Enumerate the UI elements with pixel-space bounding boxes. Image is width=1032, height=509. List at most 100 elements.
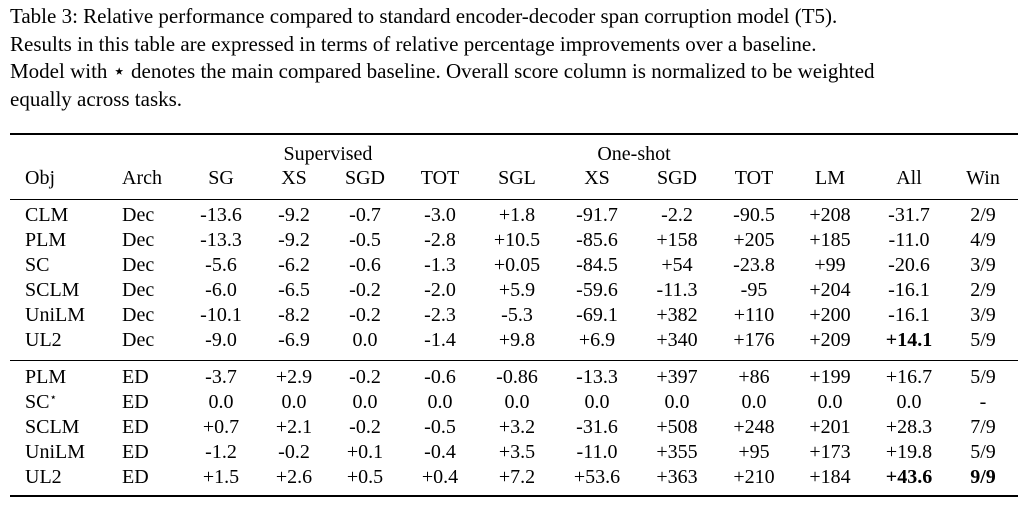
obj-name: SCLM [25, 416, 80, 438]
group-header-one-shot: One-shot [597, 143, 671, 165]
table-cell: +3.5 [498, 441, 536, 463]
table-cell: +2.1 [275, 416, 313, 438]
table-cell: +6.9 [578, 329, 616, 351]
table-cell: -90.5 [733, 204, 775, 226]
table-cell: +201 [809, 416, 851, 438]
table-cell: +199 [809, 366, 851, 388]
table-cell: 2/9 [970, 279, 996, 301]
table-cell: +200 [809, 304, 851, 326]
row-label-arch: ED [122, 391, 149, 413]
row-label-obj: PLM [25, 365, 66, 390]
obj-name: UniLM [25, 304, 85, 326]
table-cell: 0.0 [664, 391, 690, 413]
row-label-obj: UniLM [25, 303, 85, 328]
table-cell: +382 [656, 304, 698, 326]
column-header: All [896, 167, 922, 189]
table-cell: - [979, 391, 987, 413]
table-cell: +355 [656, 441, 698, 463]
table-cell: -0.2 [349, 304, 381, 326]
table-cell: +110 [733, 304, 775, 326]
table-cell: -16.1 [888, 279, 930, 301]
row-label-obj: UL2 [25, 328, 62, 353]
obj-name: SCLM [25, 279, 80, 301]
table-cell: +184 [809, 466, 851, 488]
table-cell: -85.6 [576, 229, 618, 251]
table-cell: +0.05 [493, 254, 541, 276]
table-cell: -0.5 [424, 416, 456, 438]
table-cell: -9.2 [278, 229, 310, 251]
table-cell: +210 [733, 466, 775, 488]
table-cell: +0.7 [202, 416, 240, 438]
row-label-arch: ED [122, 366, 149, 388]
table-cell: 0.0 [427, 391, 453, 413]
table-cell: -0.6 [349, 254, 381, 276]
column-header: XS [584, 167, 610, 189]
table-cell: -6.9 [278, 329, 310, 351]
table-cell: -0.2 [349, 279, 381, 301]
table-cell: 3/9 [970, 254, 996, 276]
table-cell: 5/9 [970, 366, 996, 388]
table-cell: +0.1 [346, 441, 384, 463]
table-cell: +363 [656, 466, 698, 488]
table-cell: -2.0 [424, 279, 456, 301]
row-label-obj: SCLM [25, 415, 79, 440]
table-cell: -95 [740, 279, 768, 301]
obj-name: UL2 [25, 466, 62, 488]
table-cell: +397 [656, 366, 698, 388]
table-cell: +14.1 [885, 329, 933, 351]
table-cell: +176 [733, 329, 775, 351]
table-cell: +205 [733, 229, 775, 251]
table-cell: -0.4 [424, 441, 456, 463]
table-cell: 2/9 [970, 204, 996, 226]
table-cell: -20.6 [888, 254, 930, 276]
table-cell: -0.86 [496, 366, 538, 388]
table-cell: -9.2 [278, 204, 310, 226]
table-cell: +86 [738, 366, 770, 388]
table-cell: 5/9 [970, 441, 996, 463]
table-cell: 9/9 [970, 466, 996, 488]
table-cell: -11.3 [656, 279, 698, 301]
table-cell: +1.5 [202, 466, 240, 488]
caption-line: Results in this table are expressed in t… [10, 31, 817, 56]
table-cell: -5.3 [501, 304, 533, 326]
table-cell: 4/9 [970, 229, 996, 251]
obj-name: CLM [25, 204, 69, 226]
table-cell: -0.2 [349, 416, 381, 438]
row-label-arch: Dec [122, 254, 155, 276]
table-cell: -3.0 [424, 204, 456, 226]
obj-name: UL2 [25, 329, 62, 351]
row-label-obj: UniLM [25, 440, 85, 465]
table-cell: +43.6 [885, 466, 933, 488]
table-cell: -23.8 [733, 254, 775, 276]
table-cell: -10.1 [200, 304, 242, 326]
table-cell: -0.2 [278, 441, 310, 463]
table-cell: -9.0 [205, 329, 237, 351]
table-cell: -13.3 [576, 366, 618, 388]
table-cell: 0.0 [817, 391, 843, 413]
header-rule [10, 199, 1018, 200]
table-cell: +2.9 [275, 366, 313, 388]
table-bottom-rule [10, 495, 1018, 497]
row-label-obj: UL2 [25, 465, 62, 490]
column-header: Obj [25, 167, 55, 189]
table-cell: -0.2 [349, 366, 381, 388]
table-cell: +16.7 [885, 366, 933, 388]
table-cell: -2.8 [424, 229, 456, 251]
table-cell: +99 [814, 254, 846, 276]
table-cell: -13.6 [200, 204, 242, 226]
row-label-obj: CLM [25, 203, 68, 228]
baseline-star-marker: ⋆ [49, 390, 57, 404]
row-label-arch: Dec [122, 329, 155, 351]
obj-name: SC [25, 391, 50, 413]
table-cell: +340 [656, 329, 698, 351]
table-cell: 0.0 [504, 391, 530, 413]
table-cell: +508 [656, 416, 698, 438]
table-cell: -16.1 [888, 304, 930, 326]
column-header: XS [281, 167, 307, 189]
column-header: SGL [498, 167, 536, 189]
row-label-obj: SC [25, 253, 49, 278]
table-cell: -84.5 [576, 254, 618, 276]
table-cell: +10.5 [493, 229, 541, 251]
row-label-arch: Dec [122, 229, 155, 251]
column-header: SGD [344, 167, 386, 189]
